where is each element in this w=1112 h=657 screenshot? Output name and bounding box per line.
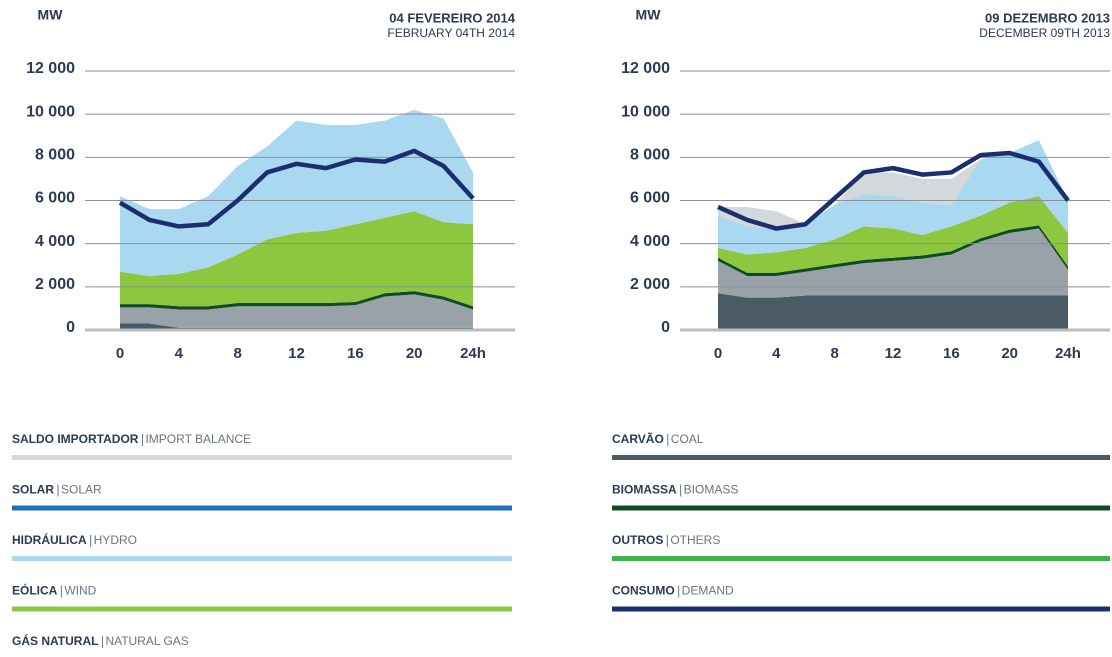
- x-tick-label: 24h: [1055, 345, 1081, 362]
- y-tick-label: 2 000: [35, 276, 75, 293]
- legend-item: EÓLICA WIND: [12, 583, 512, 612]
- x-tick-label: 8: [233, 345, 241, 362]
- legend-name: EÓLICA: [12, 583, 58, 598]
- y-tick-label: 0: [661, 319, 670, 336]
- legend-name: BIOMASSA: [612, 483, 677, 497]
- area: [718, 293, 1068, 330]
- legend-swatch: [12, 455, 512, 460]
- legend-item: CARVÃO COAL: [612, 431, 1110, 460]
- legend-name-en: OTHERS: [670, 533, 720, 547]
- area: [120, 109, 473, 277]
- legend-swatch: [12, 556, 512, 561]
- y-tick-label: 6 000: [630, 190, 670, 207]
- legend-name: SOLAR: [12, 483, 54, 497]
- y-tick-label: 12 000: [621, 60, 670, 77]
- y-tick-label: 8 000: [35, 147, 75, 164]
- y-tick-label: 0: [66, 319, 75, 336]
- date: 09 DEZEMBRO 2013: [985, 10, 1110, 25]
- x-tick-label: 12: [288, 345, 305, 362]
- legend-item: SOLAR SOLAR: [12, 483, 512, 511]
- legend-item: SALDO IMPORTADOR IMPORT BALANCE: [12, 432, 512, 460]
- y-tick-label: 6 000: [35, 190, 75, 207]
- y-tick-label: 12 000: [26, 60, 75, 77]
- x-tick-label: 24h: [460, 345, 486, 362]
- legend-item: BIOMASSA BIOMASS: [612, 483, 1110, 511]
- y-tick-label: 4 000: [35, 233, 75, 250]
- legend-name: HIDRÁULICA: [12, 532, 87, 547]
- y-tick-label: 8 000: [630, 147, 670, 164]
- legend-name-en: NATURAL GAS: [105, 634, 188, 648]
- legend-item: GÁS NATURAL NATURAL GAS: [12, 633, 189, 648]
- x-tick-label: 20: [406, 345, 423, 362]
- y-tick-label: 10 000: [26, 103, 75, 120]
- legend-item: OUTROS OTHERS: [612, 533, 1110, 561]
- legend-swatch: [12, 606, 512, 612]
- legend-name-en: BIOMASS: [684, 483, 739, 497]
- date: 04 FEVEREIRO 2014: [389, 10, 515, 25]
- legend-swatch: [612, 556, 1110, 561]
- area: [120, 291, 473, 310]
- date-en: DECEMBER 09TH 2013: [979, 26, 1110, 40]
- legend-item: CONSUMO DEMAND: [612, 584, 1110, 612]
- legend-swatch: [612, 505, 1110, 511]
- legend-name-en: HYDRO: [94, 533, 137, 547]
- area: [718, 140, 1068, 229]
- legend-swatch: [612, 606, 1110, 612]
- y-tick-label: 4 000: [630, 233, 670, 250]
- legend-swatch: [12, 505, 512, 511]
- unit-title: MW: [38, 7, 64, 23]
- x-tick-label: 8: [830, 345, 838, 362]
- area: [120, 211, 473, 307]
- x-tick-label: 20: [1001, 345, 1018, 362]
- area: [718, 196, 1068, 273]
- legend-swatch: [612, 455, 1110, 460]
- area: [718, 228, 1068, 298]
- legend-item: HIDRÁULICA HYDRO: [12, 532, 512, 561]
- x-tick-label: 0: [714, 345, 722, 362]
- legend-name-en: DEMAND: [682, 584, 734, 598]
- legend-name-en: SOLAR: [61, 483, 102, 497]
- legend-name-en: IMPORT BALANCE: [145, 432, 251, 446]
- area: [120, 323, 473, 330]
- x-tick-label: 4: [772, 345, 781, 362]
- x-tick-label: 16: [347, 345, 364, 362]
- x-tick-label: 0: [116, 345, 124, 362]
- area: [120, 294, 473, 328]
- x-tick-label: 12: [885, 345, 902, 362]
- legend-name: CONSUMO: [612, 584, 675, 598]
- y-tick-label: 10 000: [621, 103, 670, 120]
- date-en: FEBRUARY 04TH 2014: [387, 26, 515, 40]
- legend-name: SALDO IMPORTADOR: [12, 432, 139, 446]
- unit-title: MW: [636, 7, 662, 23]
- legend-name-en: WIND: [64, 584, 96, 598]
- legend-name: CARVÃO: [612, 431, 664, 446]
- y-tick-label: 2 000: [630, 276, 670, 293]
- x-tick-label: 16: [943, 345, 960, 362]
- demand-line: [118, 148, 475, 229]
- legend-name-en: COAL: [671, 432, 704, 446]
- x-tick-label: 4: [175, 345, 184, 362]
- legend-name: GÁS NATURAL: [12, 633, 98, 648]
- legend-name: OUTROS: [612, 533, 663, 547]
- demand-line: [717, 150, 1070, 231]
